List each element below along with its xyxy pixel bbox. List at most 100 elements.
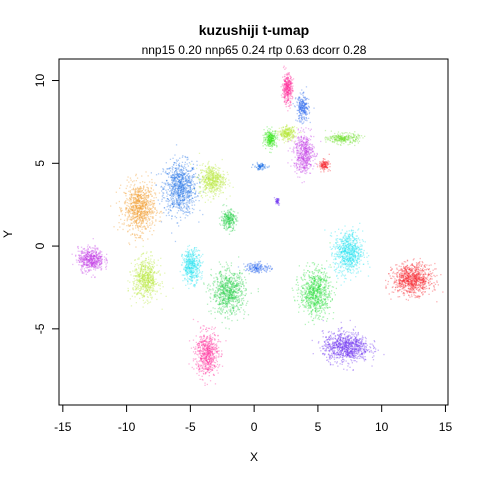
data-point xyxy=(125,187,127,190)
data-point xyxy=(130,216,132,218)
data-point xyxy=(119,206,121,209)
data-point xyxy=(159,288,161,290)
data-point xyxy=(226,290,228,292)
data-point xyxy=(139,272,141,274)
data-point xyxy=(213,175,215,177)
data-point xyxy=(216,278,218,280)
data-point xyxy=(150,199,152,201)
data-point xyxy=(234,273,236,275)
data-point xyxy=(198,272,201,274)
data-point xyxy=(99,266,101,268)
data-point xyxy=(206,169,209,171)
data-point xyxy=(181,177,183,179)
data-point xyxy=(159,274,161,276)
data-point xyxy=(129,271,131,273)
data-point xyxy=(205,174,207,176)
data-point xyxy=(225,286,227,288)
data-point xyxy=(189,182,191,184)
data-point xyxy=(178,194,180,196)
data-point xyxy=(137,191,140,193)
data-point xyxy=(197,275,199,277)
data-point xyxy=(96,258,98,260)
data-point xyxy=(153,271,156,273)
data-point xyxy=(223,292,225,295)
data-point xyxy=(80,257,82,259)
data-point xyxy=(173,200,175,203)
data-point xyxy=(142,239,144,242)
data-point xyxy=(227,293,229,295)
data-point xyxy=(233,294,236,296)
data-point xyxy=(190,198,192,201)
data-point xyxy=(232,228,234,230)
data-point xyxy=(238,308,240,311)
data-point xyxy=(132,216,134,218)
data-point xyxy=(146,281,149,283)
data-point xyxy=(142,219,145,221)
data-point xyxy=(235,218,237,220)
data-point xyxy=(177,203,179,205)
data-point xyxy=(229,287,231,289)
data-point xyxy=(182,196,185,198)
data-point xyxy=(78,254,80,257)
data-point xyxy=(160,173,162,175)
data-point xyxy=(216,280,219,282)
data-point xyxy=(225,276,228,278)
data-point xyxy=(174,189,176,191)
data-point xyxy=(230,272,233,275)
data-point xyxy=(223,221,225,223)
data-point xyxy=(218,177,220,179)
data-point xyxy=(88,260,90,262)
data-point xyxy=(137,288,140,290)
data-point xyxy=(161,281,163,283)
data-point xyxy=(92,254,94,257)
data-point xyxy=(81,256,83,258)
data-point xyxy=(236,282,238,284)
data-point xyxy=(174,215,176,218)
data-point xyxy=(186,181,188,183)
data-point xyxy=(100,269,102,271)
data-point xyxy=(173,177,175,179)
data-point xyxy=(189,262,191,264)
data-point xyxy=(236,284,239,286)
data-point xyxy=(227,214,229,217)
data-point xyxy=(141,285,143,287)
data-point xyxy=(206,180,208,182)
data-point xyxy=(171,194,173,197)
data-point xyxy=(230,221,232,223)
data-point xyxy=(137,193,140,196)
data-point xyxy=(211,185,213,187)
data-point xyxy=(164,171,166,174)
data-point xyxy=(136,196,139,198)
data-point xyxy=(194,265,196,267)
data-point xyxy=(162,197,164,199)
data-point xyxy=(237,289,240,292)
data-point xyxy=(147,286,149,288)
data-point xyxy=(241,302,244,304)
data-point xyxy=(85,258,88,260)
data-point xyxy=(189,192,191,194)
data-point xyxy=(147,287,149,289)
data-point xyxy=(234,314,236,316)
data-point xyxy=(93,257,95,260)
data-point xyxy=(90,254,92,256)
data-point xyxy=(203,178,205,181)
data-point xyxy=(224,278,227,280)
data-point xyxy=(228,277,230,280)
data-point xyxy=(93,263,95,265)
data-point xyxy=(146,216,148,218)
data-point xyxy=(95,264,97,266)
data-point xyxy=(191,167,193,169)
data-point xyxy=(230,283,232,285)
data-point xyxy=(81,272,83,274)
data-point xyxy=(176,192,178,194)
data-point xyxy=(224,297,226,299)
data-point xyxy=(208,167,211,169)
data-point xyxy=(208,183,210,185)
data-point xyxy=(178,201,180,203)
data-point xyxy=(187,190,190,192)
data-point xyxy=(141,277,143,279)
data-point xyxy=(138,199,140,201)
data-point xyxy=(80,258,83,260)
data-point xyxy=(222,222,225,225)
data-point xyxy=(189,275,191,277)
